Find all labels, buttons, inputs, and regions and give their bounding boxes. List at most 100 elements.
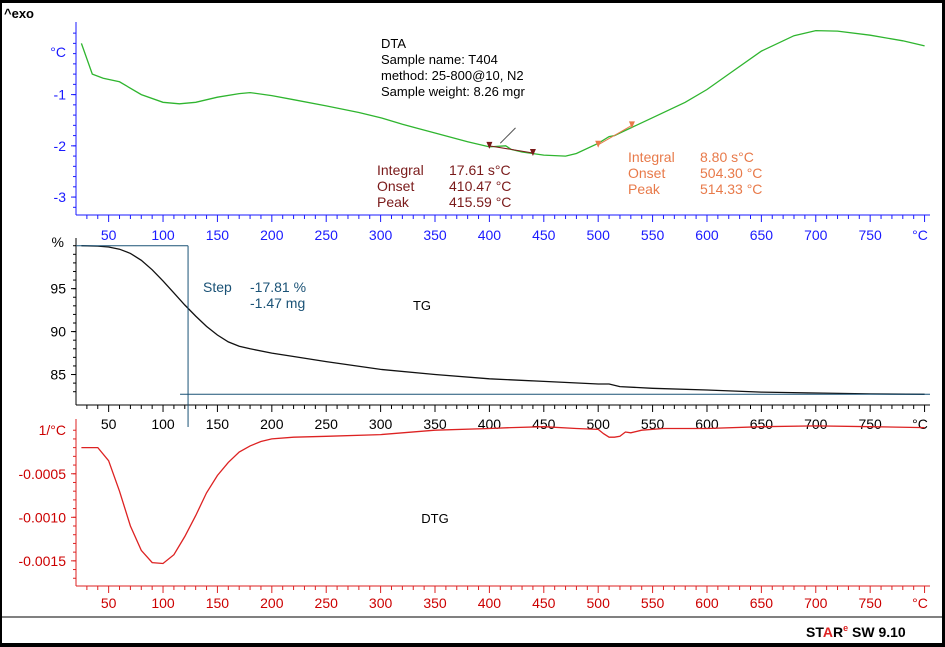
status-bar (2, 617, 942, 643)
dtg-x-tick-label: 600 (695, 595, 719, 611)
step-label: Step (203, 279, 232, 295)
tg-x-tick-label: 150 (206, 416, 230, 432)
dtg-x-tick-label: 300 (369, 595, 393, 611)
peak-value: 415.59 °C (449, 194, 511, 210)
peak-label: Onset (377, 178, 414, 194)
dta-panel: °C -1 -2 -3 50 100 150 200 250 300 350 400 450 500 550… (50, 22, 930, 243)
tg-x-tick-label: 100 (151, 416, 175, 432)
tg-y-tick-label: 95 (50, 281, 66, 297)
dtg-x-tick-label: 700 (804, 595, 828, 611)
tg-panel: % 95 90 85 50 100 150 200 250 300 350 400 450 500 550 6… (50, 234, 930, 432)
dtg-x-tick-label: 650 (750, 595, 774, 611)
dtg-x-tick-label: 750 (858, 595, 882, 611)
dtg-x-tick-label: 200 (260, 595, 284, 611)
dtg-series-line (81, 425, 925, 565)
window-background (2, 3, 942, 643)
dta-x-tick-label: 250 (315, 227, 339, 243)
dta-x-tick-label: 500 (587, 227, 611, 243)
dta-y-tick-label: -1 (54, 87, 67, 103)
tg-series-line (81, 245, 925, 395)
peak-label: Peak (377, 194, 410, 210)
dtg-y-unit: 1/°C (39, 422, 66, 438)
onset-tangent (499, 127, 516, 144)
integration-baseline (597, 124, 633, 146)
peak-label: Peak (628, 181, 661, 197)
peak-value: 410.47 °C (449, 178, 511, 194)
dtg-x-tick-label: 550 (641, 595, 665, 611)
tg-x-tick-label: 350 (423, 416, 447, 432)
dta-x-tick-label: 150 (206, 227, 230, 243)
dta-info-line: Sample name: T404 (381, 52, 498, 67)
dta-info-line: method: 25-800@10, N2 (381, 68, 524, 83)
dtg-title: DTG (421, 511, 448, 526)
tg-y-tick-label: 85 (50, 367, 66, 383)
dta-y-tick-label: -2 (54, 138, 67, 154)
dtg-x-tick-label: 100 (151, 595, 175, 611)
brand-r: R (833, 624, 843, 640)
tg-x-tick-label: 500 (587, 416, 611, 432)
tg-x-tick-label: 200 (260, 416, 284, 432)
dta-x-tick-label: 450 (532, 227, 556, 243)
step-value: -17.81 % (250, 279, 306, 295)
dta-series-line (80, 29, 925, 157)
brand-sup: e (843, 623, 848, 633)
dta-x-tick-label: 100 (151, 227, 175, 243)
dta-x-tick-label: 550 (641, 227, 665, 243)
tg-x-tick-label: 250 (315, 416, 339, 432)
tg-x-tick-label: 550 (641, 416, 665, 432)
dtg-x-unit: °C (912, 595, 928, 611)
tg-x-tick-label: 300 (369, 416, 393, 432)
tg-x-tick-label: 750 (858, 416, 882, 432)
dta-x-tick-label: 300 (369, 227, 393, 243)
peak-label: Integral (628, 149, 675, 165)
tg-y-unit: % (52, 234, 64, 250)
peak-value: 504.30 °C (700, 165, 762, 181)
tg-x-tick-label: 450 (532, 416, 556, 432)
tg-x-tick-label: 50 (101, 416, 117, 432)
dtg-x-tick-label: 250 (315, 595, 339, 611)
integration-marker (628, 121, 635, 129)
tg-x-tick-label: 600 (695, 416, 719, 432)
integration-baseline (489, 145, 533, 154)
dta-x-tick-label: 650 (750, 227, 774, 243)
dta-x-tick-label: 750 (858, 227, 882, 243)
brand-version: SW 9.10 (848, 624, 906, 640)
peak-value: 8.80 s°C (700, 149, 754, 165)
dtg-x-tick-label: 150 (206, 595, 230, 611)
dta-y-unit: °C (50, 44, 66, 60)
tg-x-tick-label: 400 (478, 416, 502, 432)
tg-x-tick-label: 650 (750, 416, 774, 432)
peak-value: 17.61 s°C (449, 162, 511, 178)
peak-label: Integral (377, 162, 424, 178)
tg-x-tick-label: 700 (804, 416, 828, 432)
dtg-x-tick-label: 400 (478, 595, 502, 611)
dta-x-unit: °C (912, 227, 928, 243)
dta-x-tick-label: 350 (423, 227, 447, 243)
peak-value: 514.33 °C (700, 181, 762, 197)
brand-st: ST (806, 624, 824, 640)
exo-label: ^exo (4, 6, 34, 21)
tg-x-unit: °C (912, 416, 928, 432)
dtg-y-tick-label: -0.0015 (19, 553, 67, 569)
dta-info-line: Sample weight: 8.26 mgr (381, 84, 525, 99)
dtg-y-tick-label: -0.0010 (19, 509, 67, 525)
dta-y-tick-label: -3 (54, 189, 67, 205)
dta-x-tick-label: 50 (101, 227, 117, 243)
step-mass: -1.47 mg (250, 295, 305, 311)
tg-title: TG (413, 298, 431, 313)
peak-label: Onset (628, 165, 665, 181)
integration-marker (486, 141, 493, 149)
dtg-y-tick-label: -0.0005 (19, 466, 67, 482)
dtg-x-tick-label: 450 (532, 595, 556, 611)
tg-y-tick-label: 90 (50, 324, 66, 340)
dtg-x-tick-label: 500 (587, 595, 611, 611)
dta-x-tick-label: 700 (804, 227, 828, 243)
dtg-x-tick-label: 50 (101, 595, 117, 611)
dta-x-tick-label: 200 (260, 227, 284, 243)
dtg-panel: 1/°C -0.0005 -0.0010 -0.0015 50 100 150 200 250 3… (19, 419, 930, 611)
dta-info-line: DTA (381, 36, 406, 51)
dtg-x-tick-label: 350 (423, 595, 447, 611)
dta-x-tick-label: 600 (695, 227, 719, 243)
brand-a: A (823, 624, 833, 640)
